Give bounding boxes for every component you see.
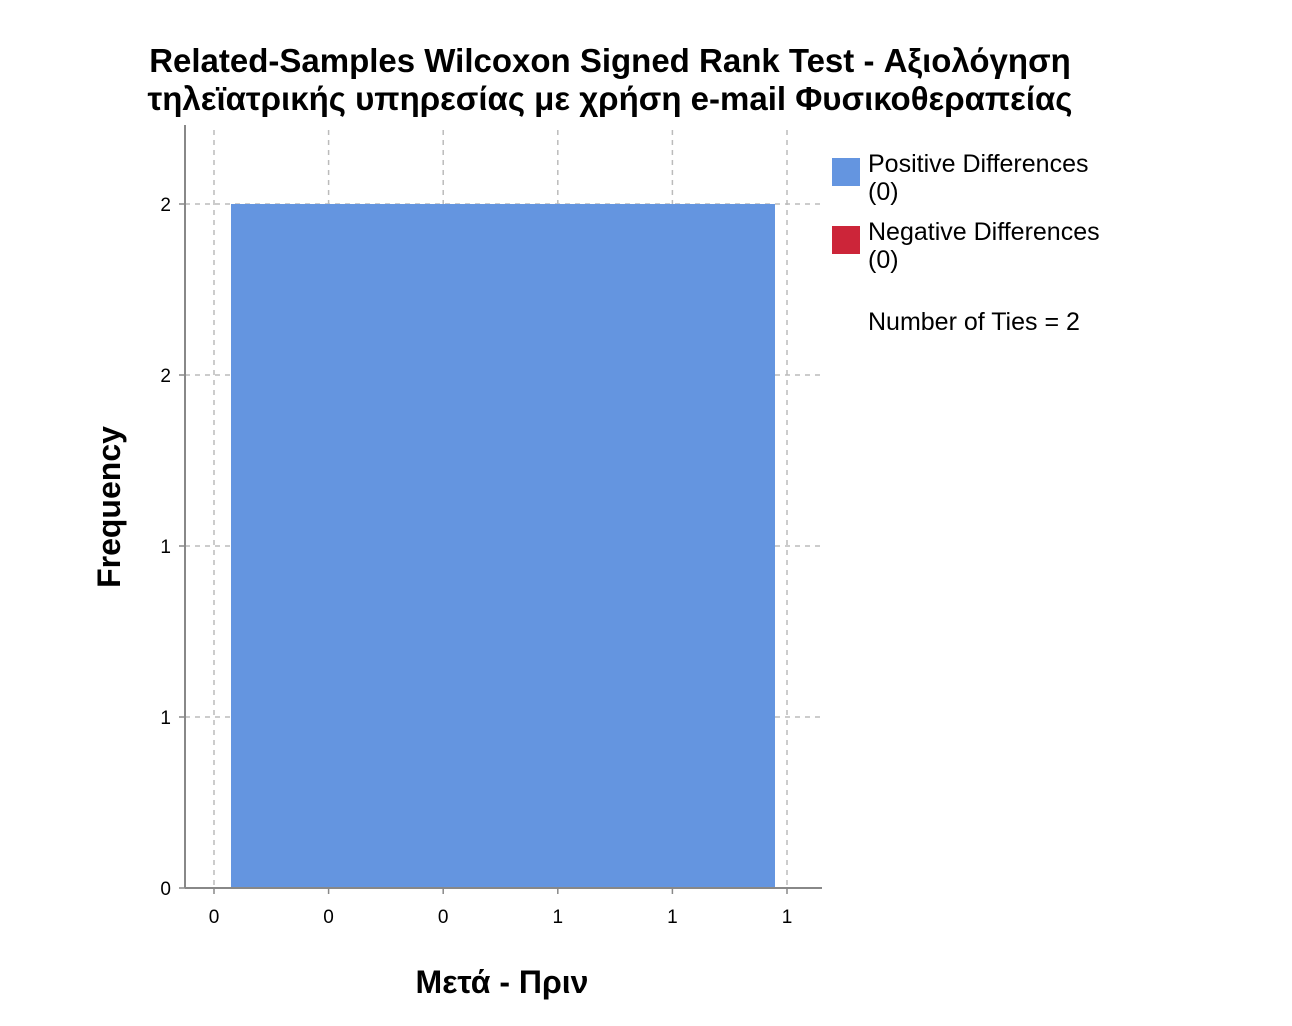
- x-axis-title: Μετά - Πριν: [416, 964, 589, 1000]
- x-tick-label: 0: [438, 907, 449, 928]
- legend-swatch-negative: [832, 226, 860, 254]
- bar-positive-differences: [231, 204, 775, 888]
- chart-title-line-2: τηλεϊατρικής υπηρεσίας με χρήση e-mail Φ…: [147, 80, 1073, 117]
- legend-count-negative: (0): [868, 246, 899, 274]
- y-tick-label: 0: [160, 879, 171, 900]
- legend-count-positive: (0): [868, 178, 899, 206]
- x-tick-label: 1: [667, 907, 678, 928]
- chart-title-line-1: Related-Samples Wilcoxon Signed Rank Tes…: [149, 42, 1071, 79]
- x-tick-label: 0: [209, 907, 220, 928]
- legend-label-positive: Positive Differences: [868, 150, 1089, 178]
- x-tick-label: 0: [323, 907, 334, 928]
- x-tick-label: 1: [553, 907, 564, 928]
- legend-swatch-positive: [832, 158, 860, 186]
- legend-label-negative: Negative Differences: [868, 218, 1100, 246]
- x-tick-label: 1: [782, 907, 793, 928]
- y-tick-label: 1: [160, 708, 171, 729]
- y-tick-label: 2: [160, 366, 171, 387]
- ties-note: Number of Ties = 2: [868, 308, 1080, 336]
- y-axis-title: Frequency: [91, 426, 127, 588]
- y-tick-label: 1: [160, 537, 171, 558]
- y-tick-label: 2: [160, 195, 171, 216]
